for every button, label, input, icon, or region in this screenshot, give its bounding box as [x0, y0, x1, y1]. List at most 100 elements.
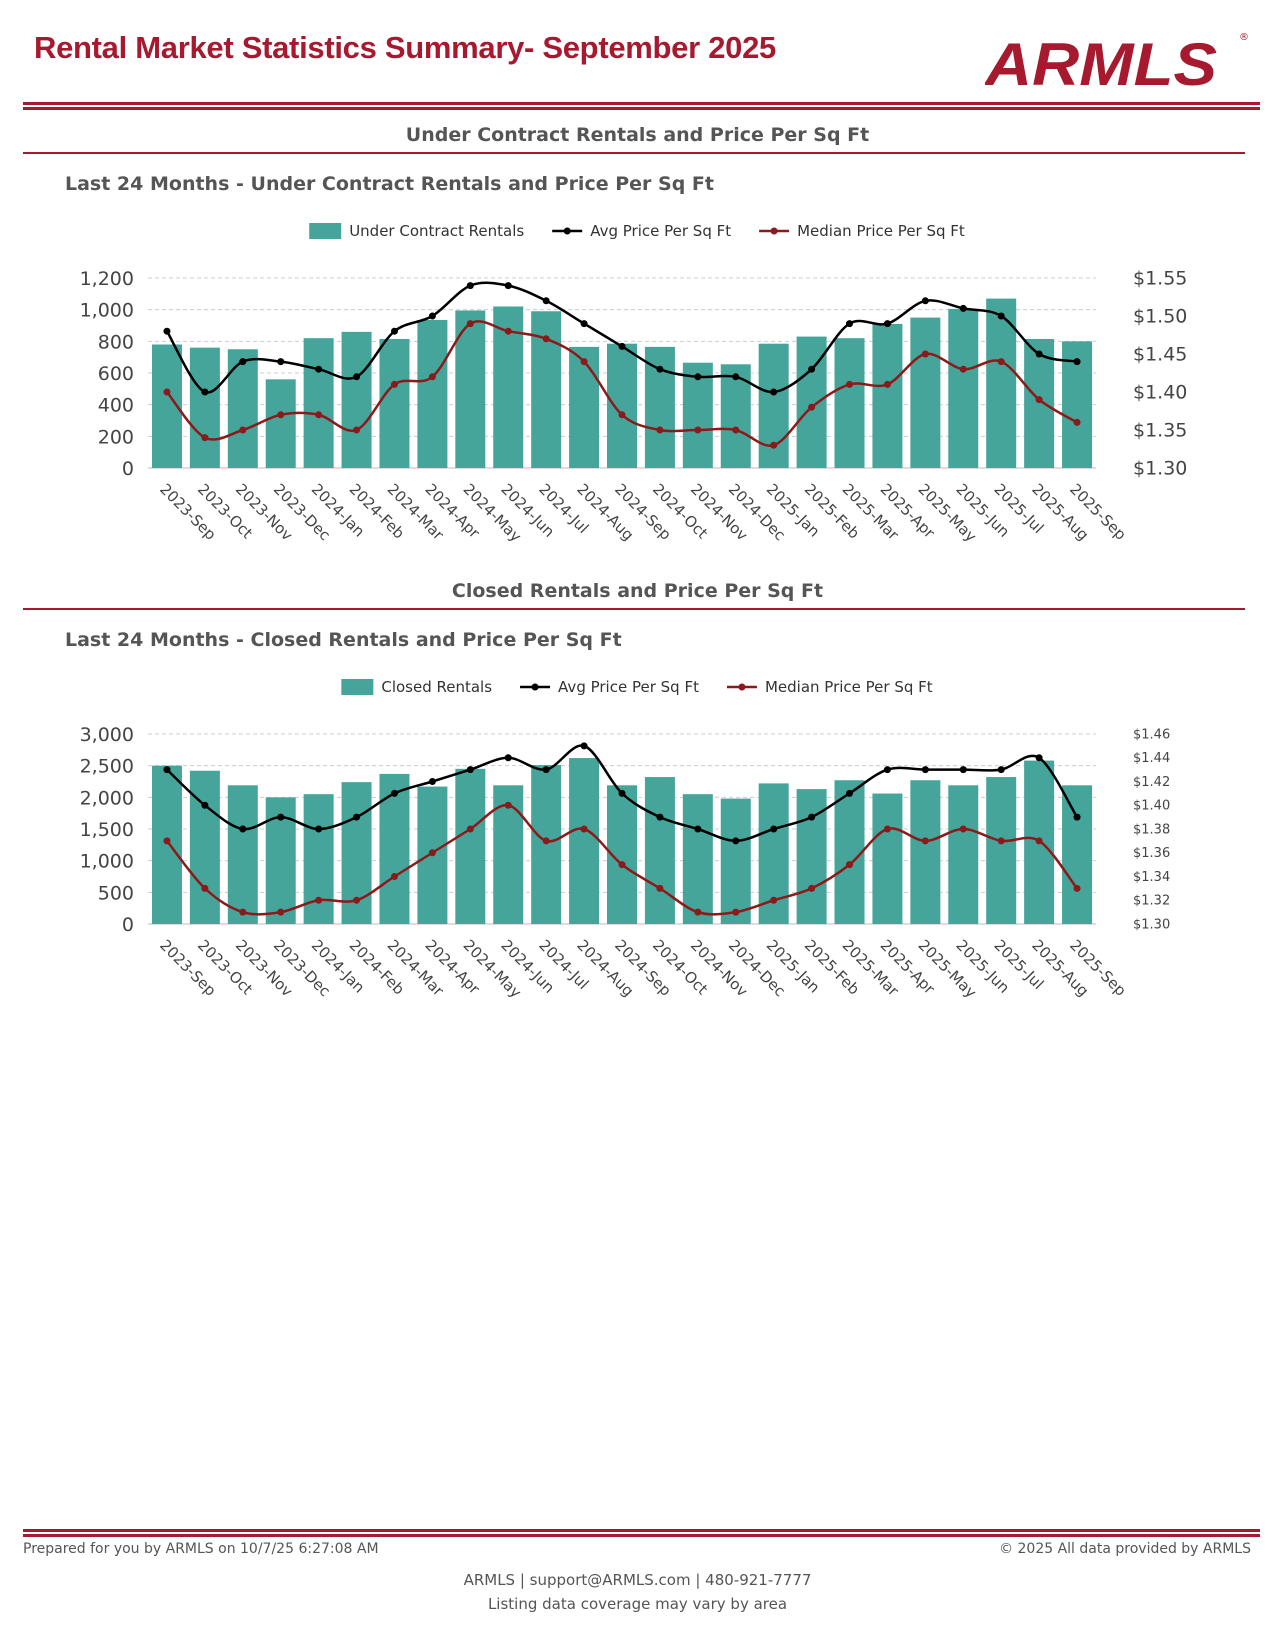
avg-price-point: [1073, 358, 1081, 366]
median-price-point: [808, 884, 816, 892]
left-axis-tick: 1,500: [80, 819, 134, 841]
legend-bar-swatch: [341, 679, 374, 695]
avg-price-point: [770, 825, 778, 833]
header-rule: [23, 107, 1260, 110]
avg-price-point: [1035, 754, 1043, 762]
avg-price-point: [921, 297, 929, 305]
right-axis-tick: $1.46: [1133, 727, 1170, 742]
avg-price-point: [694, 373, 702, 381]
legend-label: Median Price Per Sq Ft: [797, 222, 965, 240]
avg-price-point: [656, 365, 664, 373]
section-title-under-contract: Under Contract Rentals and Price Per Sq …: [405, 124, 870, 146]
bar: [1062, 785, 1093, 924]
left-axis-tick: 1,200: [80, 268, 134, 290]
bar: [151, 765, 182, 924]
bar: [189, 770, 220, 924]
legend-label: Avg Price Per Sq Ft: [590, 222, 731, 240]
bar: [569, 346, 600, 468]
median-price-point: [1035, 396, 1043, 404]
legend: Under Contract Rentals Avg Price Per Sq F…: [309, 222, 965, 240]
median-price-point: [921, 350, 929, 358]
median-price-point: [732, 426, 740, 434]
avg-price-point: [732, 373, 740, 381]
bar: [303, 794, 334, 924]
median-price-point: [353, 426, 361, 434]
legend-marker: [770, 227, 778, 235]
section-rule: [23, 152, 1245, 154]
bar: [758, 343, 789, 468]
avg-price-point: [315, 825, 323, 833]
median-price-point: [542, 335, 550, 343]
avg-price-point: [846, 789, 854, 797]
median-price-point: [959, 365, 967, 373]
avg-price-point: [770, 388, 778, 396]
bar: [265, 379, 296, 468]
median-price-point: [997, 358, 1005, 366]
avg-price-point: [201, 388, 209, 396]
median-price-point: [239, 908, 247, 916]
right-axis-tick: $1.36: [1133, 846, 1170, 861]
avg-price-point: [883, 766, 891, 774]
left-axis-tick: 1,000: [80, 300, 134, 322]
footer-rule: [23, 1534, 1260, 1537]
median-price-point: [846, 861, 854, 869]
right-axis-tick: $1.30: [1133, 917, 1170, 932]
bar: [948, 308, 979, 468]
bar: [227, 349, 258, 468]
bar: [607, 343, 637, 468]
bar: [910, 317, 941, 468]
avg-price-point: [808, 365, 816, 373]
median-price-point: [315, 411, 323, 419]
median-price-point: [353, 896, 361, 904]
median-price-point: [618, 861, 626, 869]
median-price-point: [504, 327, 512, 335]
median-price-point: [959, 825, 967, 833]
logo-wordmark: ARMLS: [985, 31, 1217, 90]
left-axis-tick: 0: [122, 458, 134, 480]
bar: [872, 793, 903, 924]
bar: [834, 780, 865, 924]
left-axis-tick: 600: [98, 363, 134, 385]
legend-marker: [563, 227, 571, 235]
legend-label: Median Price Per Sq Ft: [765, 678, 933, 696]
median-price-point: [390, 380, 398, 388]
avg-price-point: [277, 813, 285, 821]
median-price-point: [428, 373, 436, 381]
page-title: Rental Market Statistics Summary- Septem…: [34, 30, 776, 65]
avg-price-point: [504, 282, 512, 290]
bar: [341, 331, 372, 468]
median-price-point: [466, 825, 474, 833]
avg-price-point: [1073, 813, 1081, 821]
median-price-point: [770, 441, 778, 449]
bar: [227, 785, 258, 924]
bar: [644, 777, 675, 924]
closed-chart: Closed Rentals Avg Price Per Sq Ft Median …: [80, 678, 1171, 1002]
coverage-text: Listing data coverage may vary by area: [487, 1595, 788, 1613]
median-price-point: [542, 837, 550, 845]
avg-price-point: [353, 373, 361, 381]
avg-price-point: [846, 320, 854, 328]
bar: [986, 777, 1017, 924]
median-price-point: [580, 358, 588, 366]
median-price-point: [656, 884, 664, 892]
avg-price-point: [353, 813, 361, 821]
avg-price-point: [883, 320, 891, 328]
avg-price-point: [277, 358, 285, 366]
avg-price-point: [428, 312, 436, 320]
avg-price-point: [163, 327, 171, 335]
avg-price-point: [959, 766, 967, 774]
median-price-point: [618, 411, 626, 419]
right-axis-tick: $1.50: [1133, 305, 1187, 327]
right-axis-tick: $1.40: [1133, 381, 1187, 403]
left-axis-tick: 400: [98, 395, 134, 417]
armls-logo: ARMLS ®: [985, 31, 1249, 90]
avg-price-point: [997, 766, 1005, 774]
avg-price-point: [618, 342, 626, 350]
footer-rule: [23, 1529, 1260, 1532]
under-contract-chart: Under Contract Rentals Avg Price Per Sq F…: [80, 222, 1188, 546]
legend-marker: [738, 683, 746, 691]
bar: [569, 758, 600, 924]
prepared-text: Prepared for you by ARMLS on 10/7/25 6:2…: [23, 1541, 379, 1557]
avg-price-point: [428, 778, 436, 785]
section-rule: [23, 608, 1245, 610]
